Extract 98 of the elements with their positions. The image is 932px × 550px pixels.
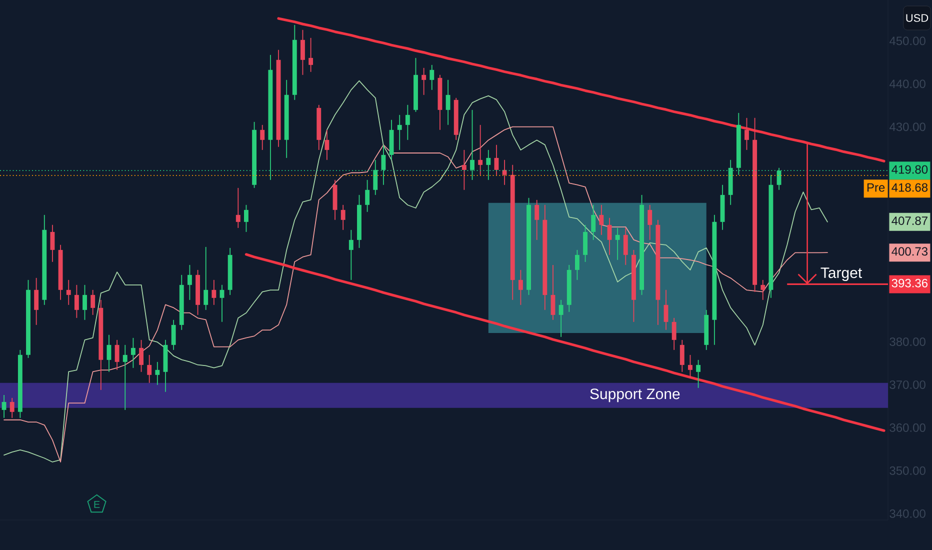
candlestick — [632, 249, 636, 322]
candlestick — [139, 339, 144, 372]
candlestick — [82, 284, 87, 320]
candlestick — [365, 179, 370, 212]
candlestick — [236, 187, 240, 228]
candlestick — [494, 144, 499, 176]
y-axis-title: USD — [906, 14, 928, 22]
candlestick — [106, 334, 112, 372]
candlestick — [583, 224, 588, 262]
candlestick — [688, 354, 692, 378]
candlestick — [518, 269, 523, 306]
candlestick — [752, 117, 758, 292]
candlestick — [74, 284, 79, 318]
candlestick — [10, 397, 14, 418]
candlestick — [712, 214, 717, 346]
candlestick — [2, 394, 6, 418]
candlestick — [566, 264, 572, 312]
candlestick — [171, 319, 176, 350]
candlestick — [648, 204, 652, 240]
candlestick — [558, 299, 564, 338]
candlestick — [212, 279, 216, 306]
candlestick — [163, 339, 168, 392]
candlestick — [220, 284, 224, 322]
candlestick — [90, 289, 96, 316]
candlestick — [664, 289, 668, 330]
candlestick — [196, 269, 200, 316]
candlestick — [397, 114, 402, 150]
candlestick — [316, 104, 322, 150]
candlestick — [414, 57, 418, 112]
band-label: Support Zone — [590, 388, 680, 402]
candlestick — [179, 274, 184, 330]
candlestick — [292, 24, 297, 100]
candlestick — [332, 179, 338, 220]
candlestick — [591, 204, 596, 240]
candlestick — [42, 214, 47, 306]
candlestick — [599, 204, 604, 236]
candlestick — [187, 264, 192, 300]
candlestick — [615, 227, 620, 260]
candlestick — [430, 64, 434, 90]
legend-label: 418.68 — [892, 183, 928, 192]
candlestick — [18, 349, 22, 418]
candlestick — [98, 299, 104, 390]
candlestick — [462, 149, 466, 190]
y-tick-label: 400.73 — [892, 247, 928, 256]
candlestick — [276, 49, 281, 148]
candlestick — [526, 197, 531, 296]
candlestick — [574, 249, 580, 280]
candlestick — [308, 37, 314, 72]
candlestick — [300, 29, 305, 76]
candlestick — [284, 79, 289, 158]
ref-line-label: Target — [820, 268, 862, 282]
candlestick — [502, 159, 507, 186]
annotation: Pre — [867, 183, 885, 192]
candlestick — [478, 124, 483, 176]
y-tick-label: 419.80 — [892, 165, 928, 174]
candlestick — [438, 74, 442, 130]
candlestick — [155, 361, 160, 386]
candlestick — [454, 97, 458, 140]
candlestick — [260, 124, 265, 150]
candlestick — [623, 227, 628, 266]
candlestick — [204, 246, 208, 310]
candlestick — [672, 317, 676, 350]
candlestick — [720, 184, 725, 230]
candlestick — [422, 67, 426, 96]
candlestick — [768, 174, 774, 298]
candlestick — [50, 224, 55, 262]
candlestick — [147, 354, 152, 384]
y-tick-label: 393.36 — [892, 278, 928, 288]
candlestick — [656, 219, 660, 326]
annotation: E — [94, 500, 100, 508]
candlestick — [607, 217, 612, 256]
candlestick — [357, 194, 362, 248]
candlestick — [389, 119, 394, 160]
candlestick — [324, 129, 330, 160]
candlestick — [550, 264, 556, 320]
candlestick — [114, 339, 120, 370]
candlestick — [66, 279, 71, 306]
candlestick — [26, 279, 30, 358]
candlestick — [680, 339, 684, 372]
candlestick — [542, 204, 548, 310]
candlestick — [704, 309, 709, 350]
y-tick-label: 407.87 — [892, 216, 928, 226]
candlestick — [34, 277, 39, 326]
candlestick — [122, 344, 128, 410]
candlestick — [58, 244, 63, 300]
candlestick — [340, 204, 346, 230]
candlestick — [228, 247, 232, 296]
candlestick — [744, 117, 749, 150]
candlestick — [244, 204, 248, 232]
candlestick — [760, 279, 766, 300]
candlestick — [696, 359, 701, 388]
candlestick — [348, 229, 354, 280]
candlestick — [405, 104, 410, 140]
candlestick — [640, 194, 644, 296]
candlestick — [446, 79, 450, 126]
candlestick — [130, 337, 136, 368]
candlestick — [534, 199, 540, 240]
candlestick — [510, 164, 515, 300]
